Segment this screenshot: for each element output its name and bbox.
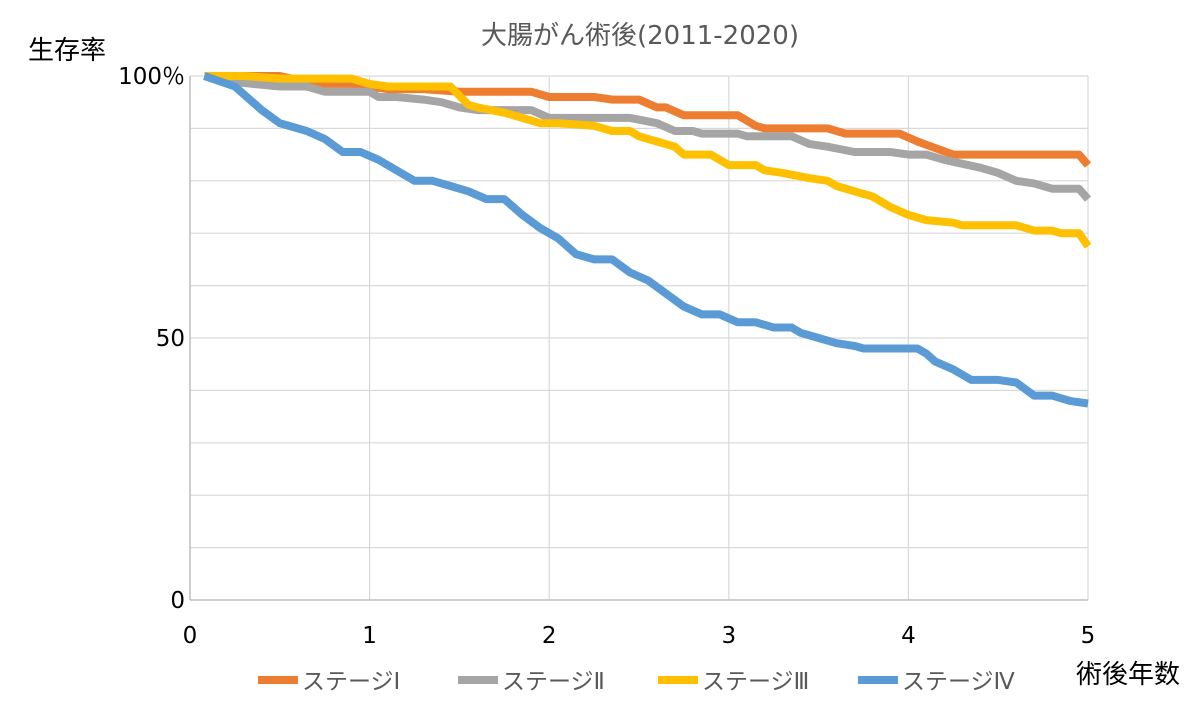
series-line-2 — [203, 72, 1092, 202]
x-axis-label: 術後年数 — [1076, 660, 1180, 690]
legend-label: ステージⅢ — [702, 669, 809, 695]
legend-label: ステージⅠ — [302, 669, 400, 695]
x-tick-label: 2 — [542, 623, 557, 649]
y-tick-label: 100％ — [118, 64, 185, 90]
legend-item: ステージⅡ — [458, 669, 605, 695]
x-tick-label: 4 — [901, 623, 916, 649]
legend-label: ステージⅣ — [902, 669, 1016, 695]
legend-item: ステージⅢ — [658, 669, 809, 695]
series-line-3 — [204, 72, 1092, 249]
legend-item: ステージⅠ — [258, 669, 400, 695]
x-tick-label: 5 — [1081, 623, 1096, 649]
x-tick-label: 3 — [721, 623, 736, 649]
x-tick-label: 1 — [362, 623, 377, 649]
y-axis-label: 生存率 — [28, 36, 106, 66]
x-tick-label: 0 — [183, 623, 198, 649]
y-tick-label: 50 — [156, 326, 185, 352]
legend-label: ステージⅡ — [502, 669, 605, 695]
grid — [190, 75, 1089, 600]
series-lines — [203, 72, 1092, 408]
y-tick-label: 0 — [170, 588, 185, 614]
series-line-4 — [203, 72, 1089, 408]
axes — [189, 76, 1088, 601]
legend: ステージⅠ ステージⅡ ステージⅢ ステージⅣ — [258, 669, 1016, 695]
legend-item: ステージⅣ — [858, 669, 1016, 695]
chart-title: 大腸がん術後(2011-2020) — [481, 21, 799, 51]
